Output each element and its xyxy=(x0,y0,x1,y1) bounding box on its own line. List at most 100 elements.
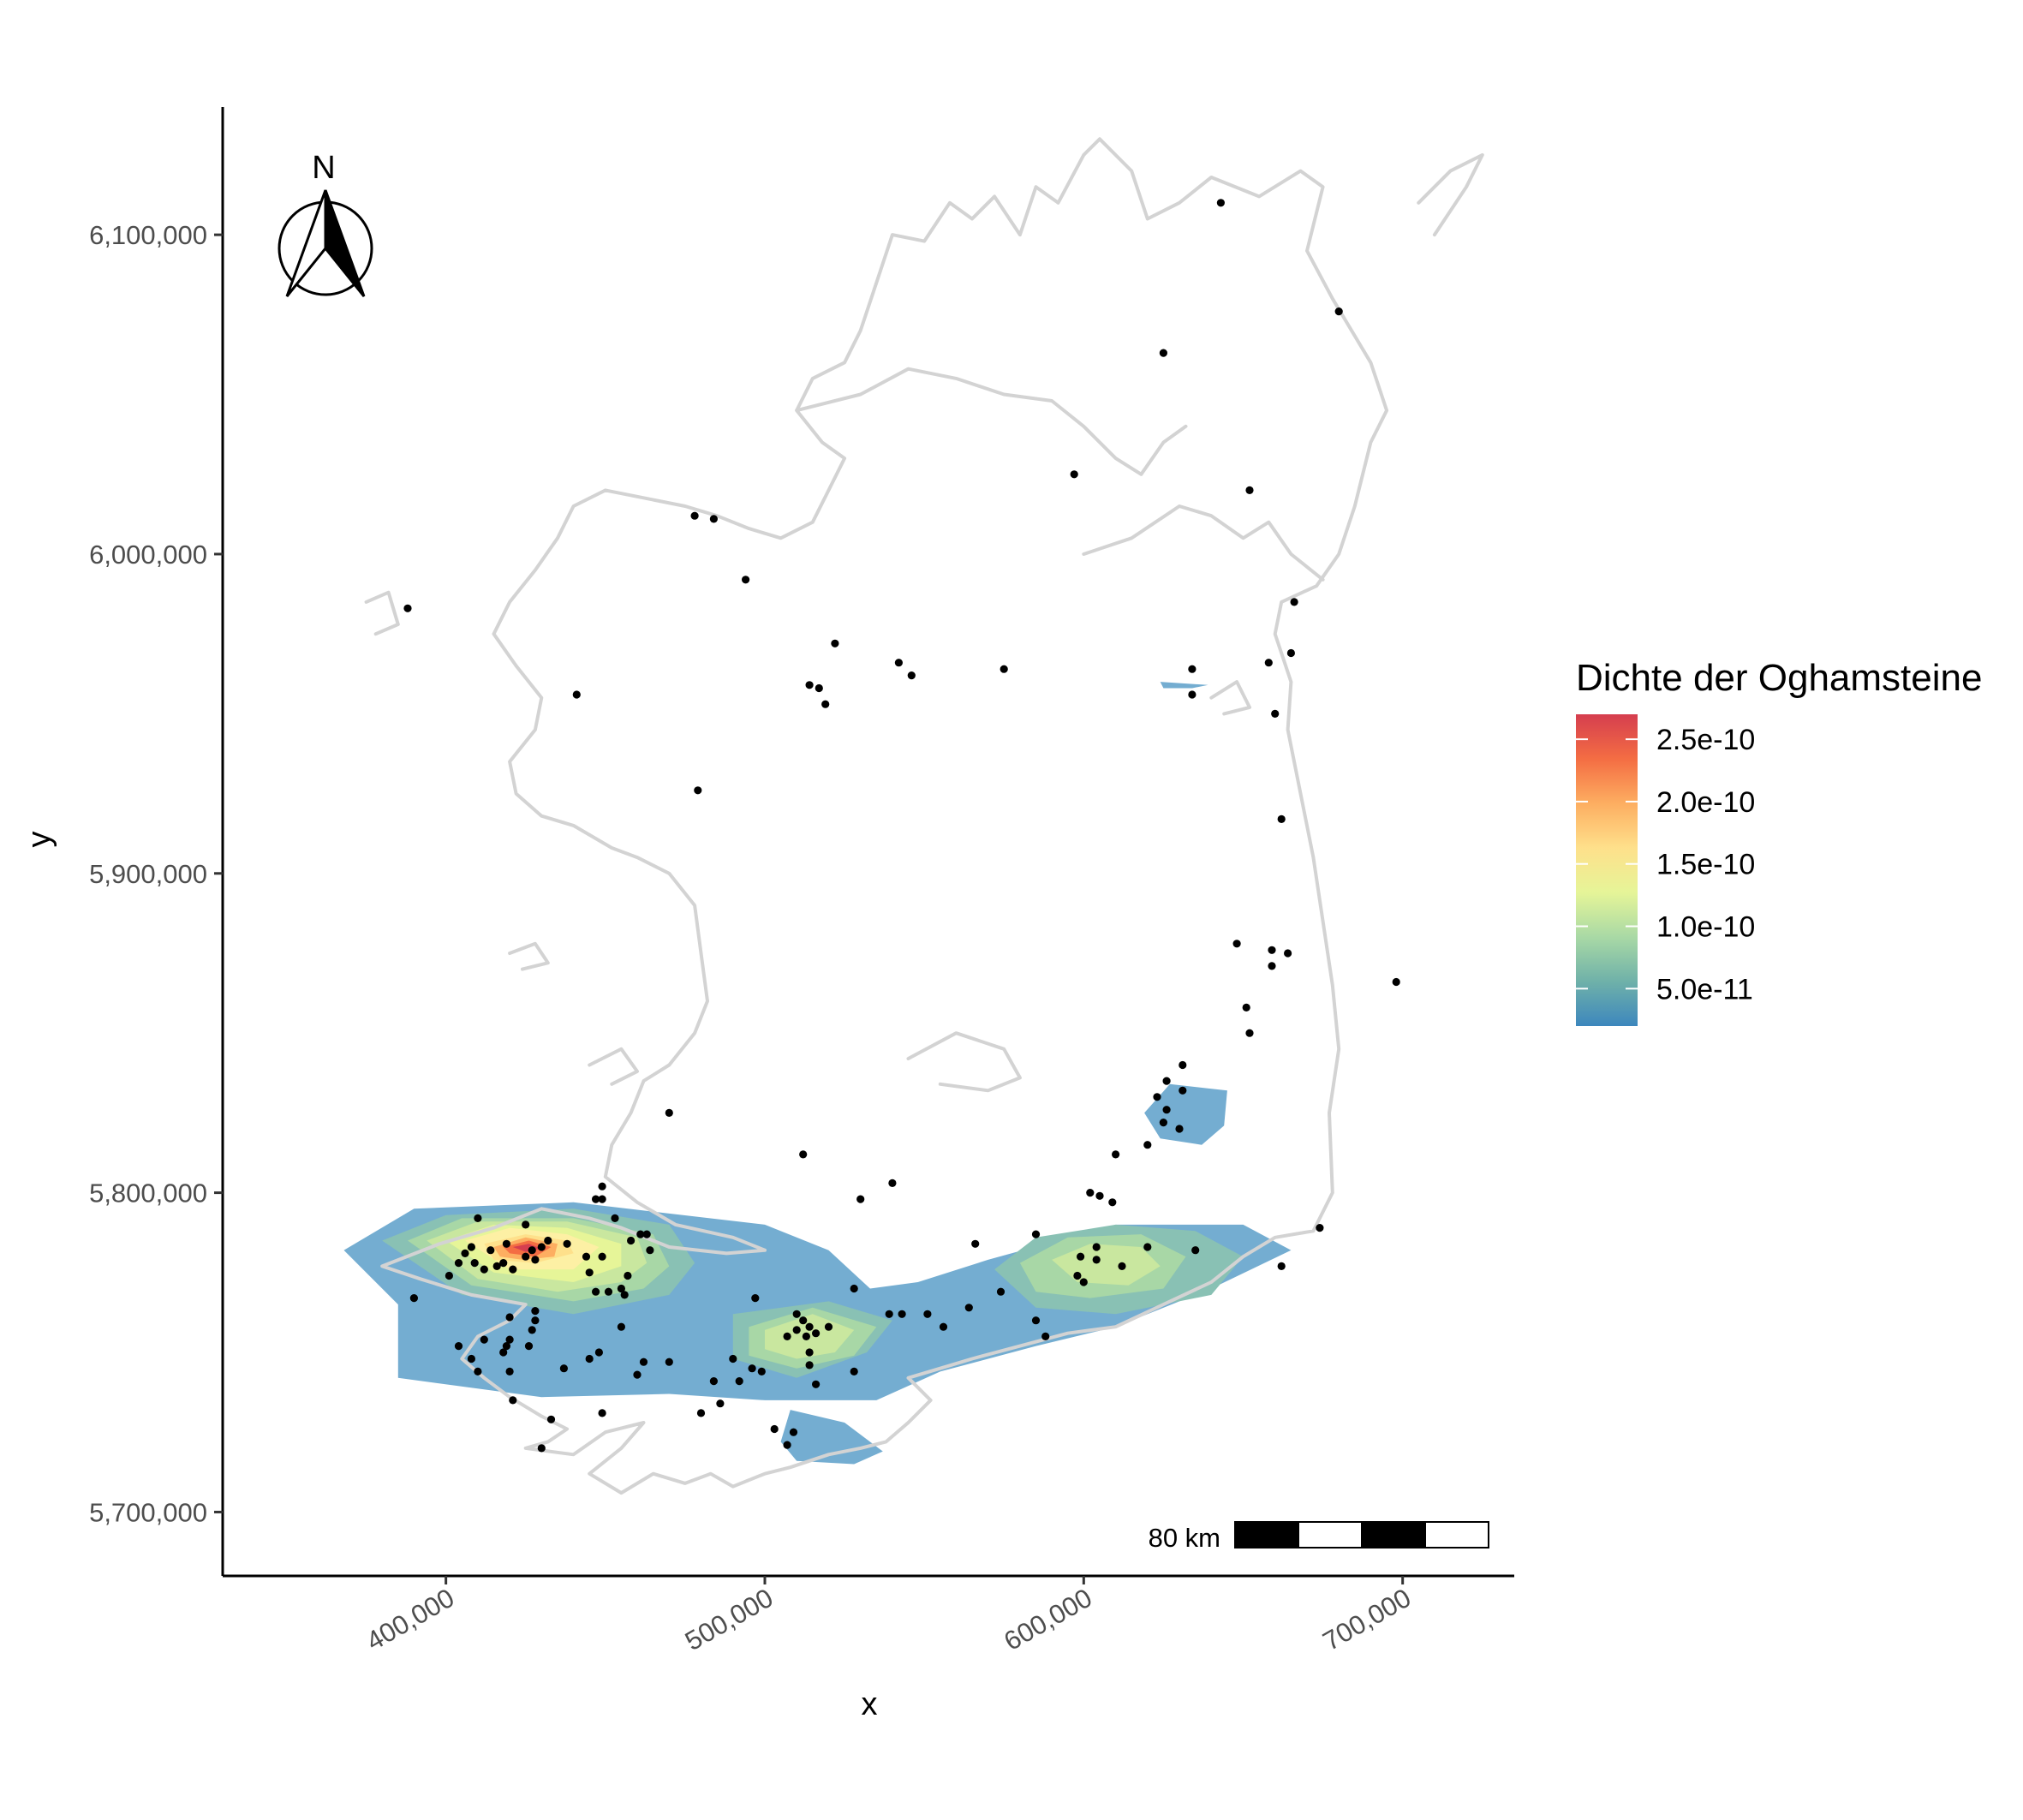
stone-point xyxy=(461,1249,469,1257)
stone-point xyxy=(467,1243,476,1251)
stone-point xyxy=(636,1230,645,1238)
stone-point xyxy=(907,671,916,680)
stone-point xyxy=(509,1265,517,1274)
stone-point xyxy=(1092,1256,1101,1264)
stone-point xyxy=(850,1284,858,1293)
stone-point xyxy=(770,1424,779,1434)
stone-point xyxy=(480,1265,488,1274)
stone-point xyxy=(1334,307,1343,316)
stone-point xyxy=(474,1367,482,1375)
legend-title: Dichte der Oghamsteine xyxy=(1576,657,1982,699)
legend-label: 5.0e-11 xyxy=(1656,973,1753,1005)
stone-point xyxy=(1070,470,1078,479)
stone-point xyxy=(598,1252,606,1261)
stone-point xyxy=(748,1364,756,1373)
stone-point xyxy=(627,1236,636,1245)
density-band-d1-2 xyxy=(1144,1083,1227,1145)
stone-point xyxy=(1286,648,1295,658)
stone-point xyxy=(799,1316,808,1325)
stone-point xyxy=(1179,1060,1187,1070)
stone-point xyxy=(522,1252,530,1261)
stone-point xyxy=(821,700,830,708)
stone-point xyxy=(1191,1246,1200,1255)
ogham-stone-points xyxy=(403,199,1400,1453)
coastline-path-5 xyxy=(588,1047,639,1086)
stone-point xyxy=(445,1271,454,1280)
stone-point xyxy=(594,1348,604,1357)
scale-bar-segment-4 xyxy=(1424,1521,1489,1548)
north-arrow-label: N xyxy=(312,150,335,186)
stone-point xyxy=(585,1354,594,1364)
stone-point xyxy=(1073,1271,1082,1280)
legend-label: 1.0e-10 xyxy=(1656,911,1755,944)
density-band-d1-1 xyxy=(780,1410,883,1465)
legend-color-bar xyxy=(1576,714,1638,1026)
x-tick-label: 500,000 xyxy=(680,1583,779,1656)
stone-point xyxy=(467,1354,476,1364)
stone-point xyxy=(1079,1278,1088,1286)
coastline-path-0 xyxy=(380,137,1389,1495)
stone-point xyxy=(1245,1029,1254,1037)
stone-point xyxy=(480,1335,488,1344)
scale-bar-label: 80 km xyxy=(1149,1523,1220,1553)
stone-point xyxy=(624,1271,632,1280)
x-tick-label: 600,000 xyxy=(999,1583,1097,1656)
stone-point xyxy=(522,1220,530,1229)
legend-label: 2.0e-10 xyxy=(1656,786,1755,819)
stone-point xyxy=(665,1358,673,1366)
coastline-path-6 xyxy=(508,941,550,971)
stone-point xyxy=(964,1304,973,1312)
stone-point xyxy=(729,1354,737,1364)
stone-point xyxy=(454,1259,463,1268)
stone-point xyxy=(620,1291,629,1299)
stone-point xyxy=(1179,1086,1187,1095)
stone-point xyxy=(1159,1119,1167,1127)
stone-point xyxy=(1264,659,1273,667)
stone-point xyxy=(751,1294,760,1303)
y-tick-label: 5,900,000 xyxy=(89,859,207,889)
stone-point xyxy=(709,515,719,523)
stone-point xyxy=(1095,1191,1104,1200)
stone-point xyxy=(923,1310,932,1318)
coastline-path-8 xyxy=(1209,680,1251,716)
density-surface xyxy=(343,682,1292,1465)
stone-point xyxy=(502,1239,511,1248)
stone-point xyxy=(1031,1316,1041,1325)
x-axis-title: x xyxy=(862,1686,878,1722)
stone-point xyxy=(528,1246,536,1255)
stone-point xyxy=(559,1364,569,1373)
coastline-path-2 xyxy=(795,367,1188,476)
stone-point xyxy=(633,1370,642,1379)
stone-point xyxy=(856,1195,865,1203)
stone-point xyxy=(1092,1243,1101,1251)
stone-point xyxy=(474,1214,482,1222)
y-tick-label: 6,100,000 xyxy=(89,220,207,250)
stone-point xyxy=(1112,1150,1120,1159)
stone-point xyxy=(470,1259,479,1268)
stone-point xyxy=(805,1348,814,1357)
stone-point xyxy=(694,786,702,795)
stone-point xyxy=(1284,949,1292,958)
x-axis-ticks: 400,000 500,000 600,000 700,000 xyxy=(361,1576,1416,1656)
stone-point xyxy=(454,1342,463,1351)
stone-point xyxy=(1162,1077,1171,1085)
stone-point xyxy=(805,1361,814,1369)
stone-point xyxy=(528,1326,536,1334)
stone-point xyxy=(1277,815,1286,824)
scale-bar-segment-3 xyxy=(1361,1521,1426,1548)
stone-point xyxy=(792,1326,801,1334)
coastline-path-4 xyxy=(364,590,400,636)
stone-point xyxy=(812,1329,821,1338)
stone-point xyxy=(531,1316,540,1325)
stone-point xyxy=(1108,1198,1117,1207)
scale-bar-segment-1 xyxy=(1234,1521,1299,1548)
stone-point xyxy=(642,1230,651,1238)
stone-point xyxy=(546,1415,556,1423)
x-tick-label: 400,000 xyxy=(361,1583,460,1656)
stone-point xyxy=(850,1367,858,1375)
stone-point xyxy=(1271,709,1280,719)
stone-point xyxy=(757,1367,766,1375)
stone-point xyxy=(1232,940,1241,948)
legend-label: 1.5e-10 xyxy=(1656,849,1755,881)
